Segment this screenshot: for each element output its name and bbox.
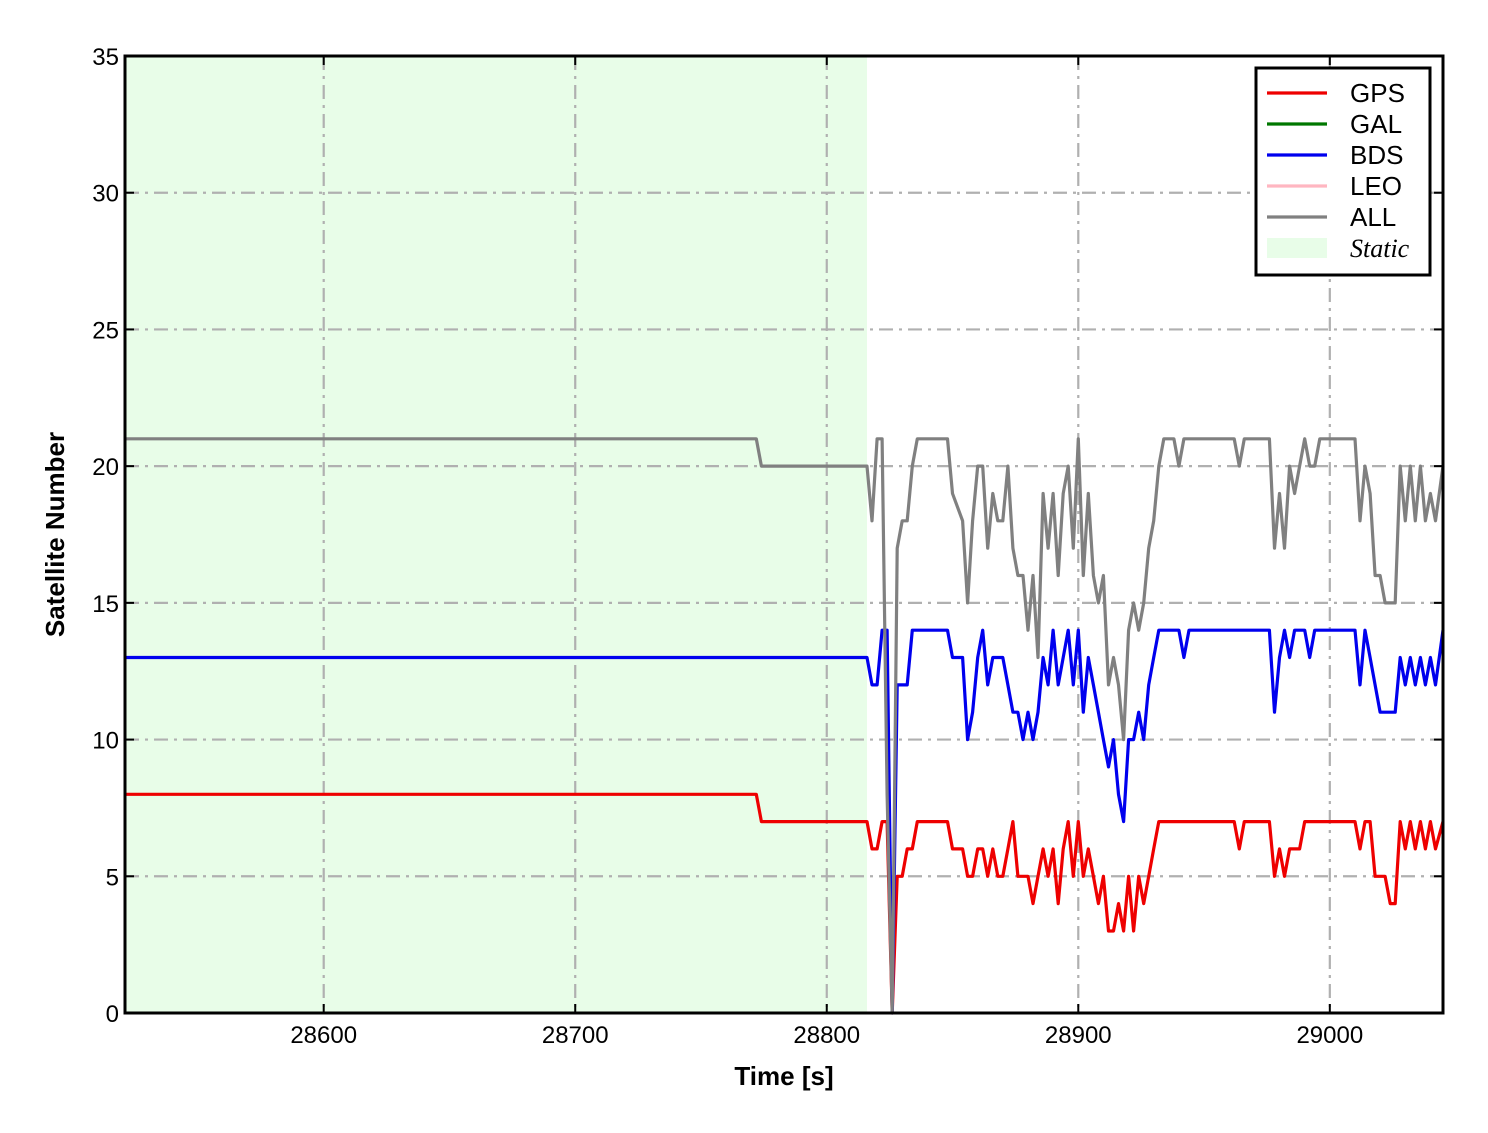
series-layer xyxy=(125,437,1445,1015)
y-tick-label: 5 xyxy=(106,864,119,891)
x-tick-label: 28900 xyxy=(1045,1022,1112,1049)
plot-frame xyxy=(123,54,1445,1015)
series-line-gps xyxy=(125,792,1445,1015)
y-tick-label: 35 xyxy=(92,44,119,71)
legend-label-static: Static xyxy=(1350,234,1410,263)
legend-label-gal: GAL xyxy=(1350,109,1402,139)
x-tick-label: 28600 xyxy=(290,1022,357,1049)
y-tick-label: 15 xyxy=(92,591,119,618)
legend-swatch-static xyxy=(1267,238,1327,258)
x-tick-label: 29000 xyxy=(1296,1022,1363,1049)
legend-label-bds: BDS xyxy=(1350,140,1403,170)
y-tick-label: 20 xyxy=(92,454,119,481)
legend-label-all: ALL xyxy=(1350,202,1396,232)
series-line-all xyxy=(125,437,1445,1015)
legend-label-leo: LEO xyxy=(1350,171,1402,201)
series-line-bds xyxy=(125,628,1445,1015)
x-axis-title: Time [s] xyxy=(734,1061,833,1091)
static-region xyxy=(125,56,868,1013)
x-tick-label: 28800 xyxy=(793,1022,860,1049)
legend-label-gps: GPS xyxy=(1350,78,1405,108)
y-tick-label: 0 xyxy=(106,1001,119,1028)
y-tick-label: 10 xyxy=(92,728,119,755)
y-tick-label: 30 xyxy=(92,181,119,208)
axis-ticks: 28600 28700 28800 28900 29000 0 5 10 15 20 25 30 35 xyxy=(92,44,1443,1049)
y-tick-label: 25 xyxy=(92,317,119,344)
x-tick-label: 28700 xyxy=(542,1022,609,1049)
y-axis-title: Satellite Number xyxy=(40,432,70,637)
